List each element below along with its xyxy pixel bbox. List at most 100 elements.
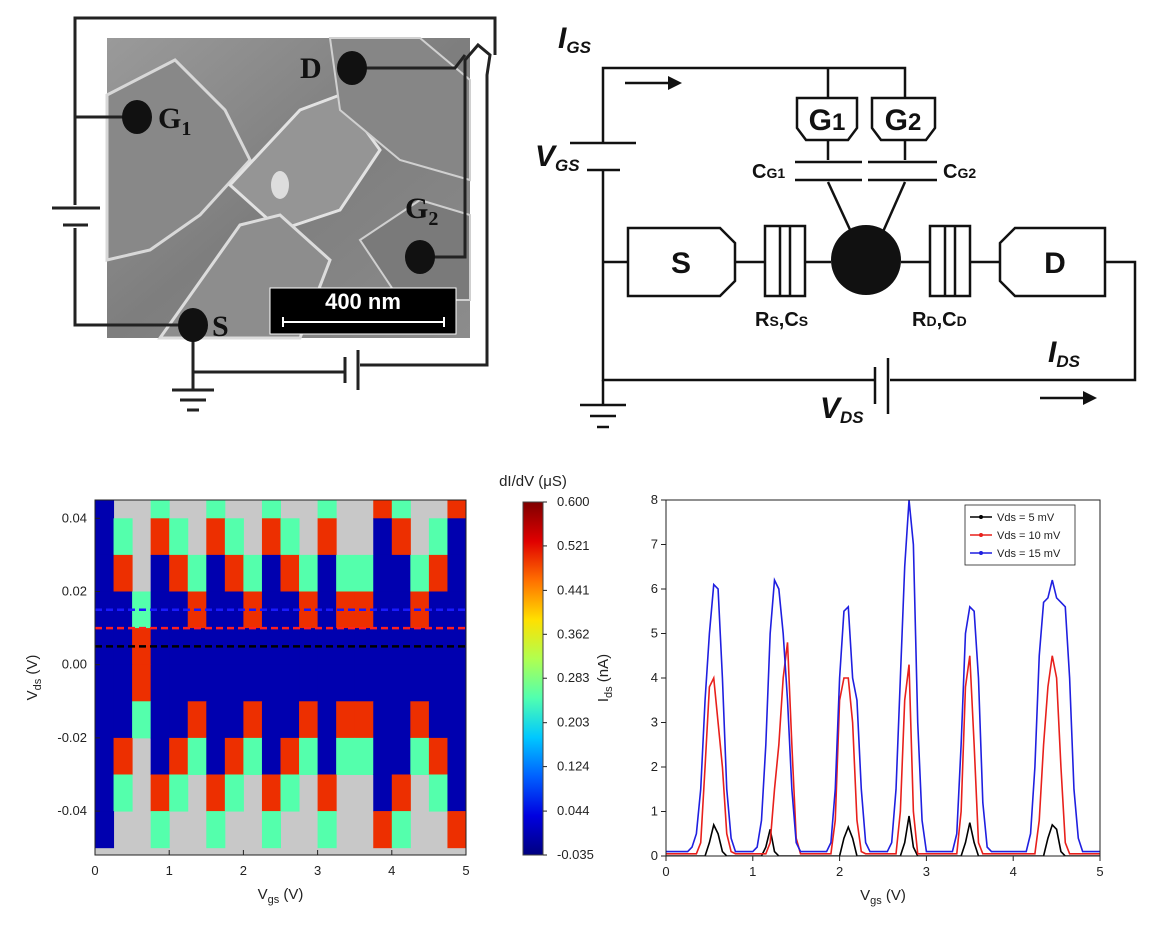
heatmap-cell xyxy=(206,500,226,519)
y-tick-label: 1 xyxy=(651,804,658,819)
colorbar-label: dI/dV (μS) xyxy=(499,473,567,490)
gate-label: G1 xyxy=(809,104,846,137)
label-sub: 1 xyxy=(181,118,191,140)
y-tick-label: 4 xyxy=(651,670,658,685)
y-tick-label: 0.02 xyxy=(62,583,87,598)
heatmap-cell xyxy=(317,664,337,702)
scale-bar-box xyxy=(269,287,457,335)
heatmap-cell xyxy=(150,500,170,519)
heatmap-cell xyxy=(113,554,133,592)
heatmap-cell xyxy=(280,701,300,739)
colorbar-tick-label: 0.283 xyxy=(557,670,590,685)
label-main: ,C xyxy=(937,309,957,331)
heatmap-cell xyxy=(206,774,226,812)
heatmap-cell xyxy=(317,554,337,592)
label-main: I xyxy=(595,698,612,702)
circuit-panel: IGS VGS G1 G2 CG1 CG2 S D RS,CS RD,CD ID… xyxy=(535,22,1137,429)
y-tick-label: 0 xyxy=(651,848,658,863)
heatmap-cell xyxy=(206,518,226,556)
arrow-head xyxy=(1083,391,1097,405)
heatmap-cell xyxy=(410,664,430,702)
heatmap-cell xyxy=(261,554,281,592)
heatmap-cell xyxy=(169,774,189,812)
heatmap-cell xyxy=(206,628,226,666)
wire xyxy=(890,260,1137,382)
heatmap-cell xyxy=(224,774,244,812)
heatmap-cell xyxy=(187,737,207,775)
heatmap-cell xyxy=(428,518,448,556)
label-main: ,C xyxy=(779,309,799,331)
wire xyxy=(360,42,492,367)
heatmap-cell xyxy=(336,664,356,702)
heatmap-cell xyxy=(354,701,374,739)
label-sub: 1 xyxy=(832,109,845,136)
wire xyxy=(73,16,497,205)
heatmap-cell xyxy=(391,518,411,556)
label-sub: gs xyxy=(870,895,882,907)
y-tick-label: -0.02 xyxy=(57,730,87,745)
heatmap-cell xyxy=(428,664,448,702)
colorbar-tick-label: 0.600 xyxy=(557,494,590,509)
heatmap-cell xyxy=(373,701,393,739)
heatmap-cell xyxy=(447,518,466,556)
label-main: I xyxy=(558,22,567,55)
x-tick-label: 5 xyxy=(1096,864,1103,879)
sem-panel: D G1 G2 S 400 nm xyxy=(52,16,497,412)
heatmap-cell xyxy=(261,774,281,812)
legend-label: Vds = 10 mV xyxy=(997,530,1061,542)
heatmap-cell xyxy=(95,811,115,849)
y-tick-label: 5 xyxy=(651,626,658,641)
label-main: V xyxy=(535,140,558,173)
heatmap-cell xyxy=(391,811,411,849)
heatmap-cell xyxy=(317,774,337,812)
heatmap-cell xyxy=(95,554,115,592)
plot-frame xyxy=(94,499,467,856)
heatmap-cell xyxy=(336,554,356,592)
heatmap-cell xyxy=(336,701,356,739)
heatmap-cell xyxy=(354,737,374,775)
y-axis-label: Vds (V) xyxy=(24,655,44,701)
colorbar-tick-label: 0.521 xyxy=(557,538,590,553)
y-tick-label: 3 xyxy=(651,715,658,730)
label-main: C xyxy=(752,161,766,183)
gate-box xyxy=(870,96,937,142)
voltage-label: VDS xyxy=(820,392,864,427)
label-main: V xyxy=(860,887,870,904)
heatmap-cell xyxy=(150,628,170,666)
drain-label: D xyxy=(300,52,322,85)
heatmap-cell xyxy=(391,500,411,519)
x-tick-label: 3 xyxy=(923,864,930,879)
heatmap-cell xyxy=(113,737,133,775)
heatmap xyxy=(95,500,466,855)
x-tick-label: 2 xyxy=(836,864,843,879)
wire xyxy=(352,54,467,70)
label-sub: G2 xyxy=(957,165,976,181)
x-tick-label: 2 xyxy=(240,863,247,878)
heatmap-cell xyxy=(447,774,466,812)
heatmap-cell xyxy=(299,554,319,592)
heatmap-cell xyxy=(354,554,374,592)
heatmap-cell xyxy=(150,518,170,556)
current-label: IGS xyxy=(558,22,592,57)
source-label: S xyxy=(671,247,691,280)
legend-label: Vds = 15 mV xyxy=(997,548,1061,560)
label-sub: 2 xyxy=(908,109,921,136)
contact-dot xyxy=(122,100,152,134)
heatmap-cell xyxy=(317,811,337,849)
heatmap-cell xyxy=(261,518,281,556)
heatmap-cell xyxy=(280,591,300,629)
heatmap-cell xyxy=(169,664,189,702)
label-main: (nA) xyxy=(595,654,612,687)
heatmap-cell xyxy=(187,554,207,592)
x-tick-label: 5 xyxy=(462,863,469,878)
heatmap-cell xyxy=(373,554,393,592)
label-main: V xyxy=(258,886,268,903)
junction-label: RD,CD xyxy=(912,309,967,331)
heatmap-cell xyxy=(224,701,244,739)
heatmap-cell xyxy=(280,554,300,592)
capacitor-label: CG2 xyxy=(943,161,976,183)
heatmap-cell xyxy=(391,628,411,666)
heatmap-cell xyxy=(391,554,411,592)
heatmap-cell xyxy=(150,664,170,702)
heatmap-cell xyxy=(336,737,356,775)
